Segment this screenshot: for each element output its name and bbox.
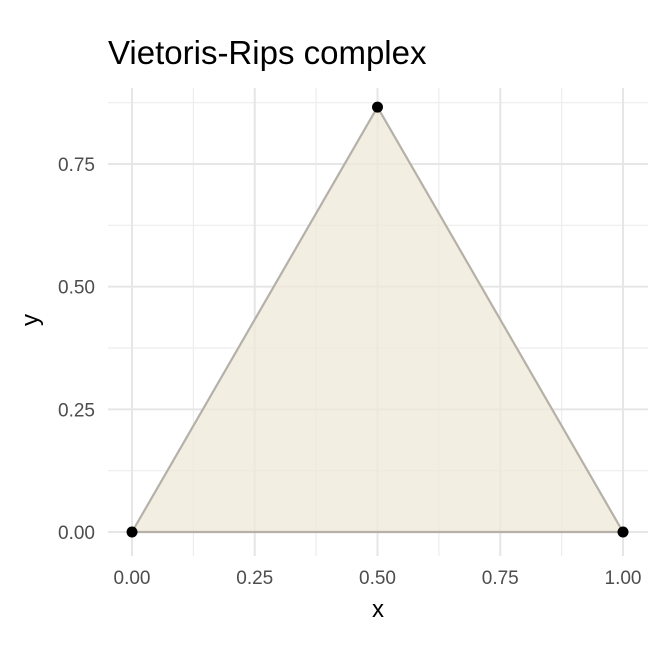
edge-simplex bbox=[131, 106, 379, 533]
edge-simplex bbox=[376, 106, 624, 533]
y-tick-label: 0.25 bbox=[58, 400, 95, 421]
y-axis-ticks: 0.00 0.25 0.50 0.75 bbox=[58, 155, 95, 544]
triangle-simplex bbox=[132, 107, 623, 532]
data-point bbox=[617, 526, 629, 538]
chart-title: Vietoris-Rips complex bbox=[108, 34, 427, 71]
data-point bbox=[372, 101, 383, 113]
x-tick-label: 0.50 bbox=[359, 568, 396, 589]
data-point bbox=[126, 526, 138, 538]
x-tick-label: 0.75 bbox=[482, 568, 519, 589]
y-tick-label: 0.50 bbox=[58, 278, 95, 299]
data-points bbox=[126, 101, 629, 538]
y-tick-label: 0.75 bbox=[58, 155, 95, 176]
x-tick-label: 0.00 bbox=[114, 568, 151, 589]
x-axis-ticks: 0.00 0.25 0.50 0.75 1.00 bbox=[114, 568, 642, 589]
y-axis-title: y bbox=[17, 314, 44, 326]
y-tick-label: 0.00 bbox=[58, 523, 95, 544]
x-tick-label: 1.00 bbox=[605, 568, 642, 589]
simplicial-complex bbox=[131, 106, 624, 534]
x-axis-title: x bbox=[372, 596, 384, 623]
x-tick-label: 0.25 bbox=[236, 568, 273, 589]
